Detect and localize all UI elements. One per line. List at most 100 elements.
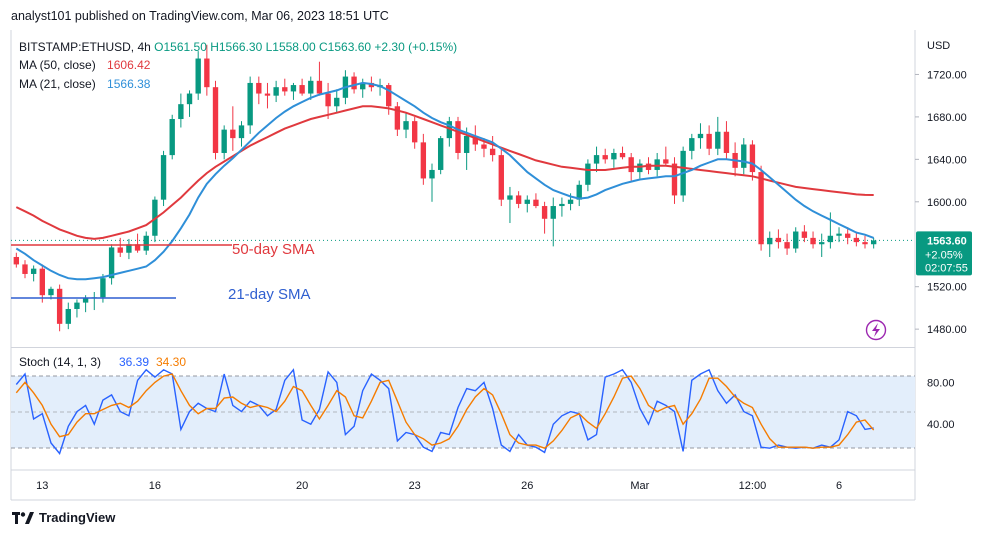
candle-body	[386, 85, 392, 107]
candle	[221, 125, 227, 160]
candle	[56, 284, 63, 332]
candle	[108, 244, 115, 285]
candle-body	[221, 129, 227, 153]
candle	[758, 165, 764, 251]
candle	[836, 227, 842, 243]
candle-body	[126, 244, 132, 253]
candle-body	[801, 231, 808, 238]
candle	[507, 186, 513, 224]
candle	[827, 212, 834, 249]
candle-body	[334, 97, 340, 107]
candle	[117, 237, 123, 257]
candle-body	[472, 136, 478, 145]
candle	[602, 148, 608, 164]
stoch-axis-ticks: 80.00 40.00	[927, 377, 955, 431]
candle-body	[178, 104, 184, 120]
candle	[290, 82, 297, 100]
candle	[134, 233, 141, 253]
price-axis-ticks: 1720.00 1680.00 1640.00 1600.00 1520.00 1480.…	[915, 69, 967, 336]
candle	[524, 195, 530, 213]
candle	[637, 159, 643, 179]
candle	[178, 93, 184, 128]
candle-body	[741, 144, 747, 168]
candle-body	[56, 288, 63, 324]
candle-body	[143, 235, 149, 251]
candle-body	[723, 131, 730, 153]
candle-body	[593, 155, 600, 164]
tradingview-logo[interactable]: TradingView	[12, 510, 115, 525]
candle	[611, 148, 617, 168]
candle-body	[767, 237, 773, 245]
candle	[22, 260, 28, 279]
candle	[697, 123, 704, 149]
candle-body	[264, 93, 271, 96]
candle	[282, 78, 288, 96]
candle-body	[515, 195, 522, 204]
candle	[801, 225, 808, 243]
time-tick-label: 16	[149, 480, 161, 492]
candle-body	[186, 93, 193, 105]
candle-body	[230, 129, 236, 139]
candle	[13, 252, 20, 268]
candle-body	[637, 163, 643, 173]
candle	[65, 302, 71, 330]
candle-body	[524, 199, 530, 204]
time-tick-label: 13	[36, 480, 48, 492]
candle	[784, 233, 790, 255]
candle-body	[48, 288, 54, 296]
candle-body	[463, 136, 470, 153]
candle-body	[368, 82, 375, 88]
candle-body	[100, 278, 106, 298]
candle	[160, 150, 167, 207]
ma21-line	[15, 81, 875, 281]
candle	[810, 231, 816, 249]
last-price-tag-bg	[916, 231, 972, 276]
stoch-d-line	[15, 373, 875, 449]
candle-body	[117, 247, 123, 253]
change-value: +2.30 (+0.15%)	[374, 40, 458, 54]
candle-body	[13, 256, 20, 265]
candle-body	[238, 125, 245, 139]
candle	[559, 197, 565, 217]
candle	[767, 231, 773, 257]
candle	[30, 265, 37, 282]
candle-body	[82, 298, 89, 303]
candle-body	[576, 184, 582, 200]
ma21-legend: MA (21, close) 1566.38	[19, 77, 150, 91]
candle	[749, 140, 756, 181]
candle-body	[619, 152, 626, 158]
time-tick-label: 26	[521, 480, 533, 492]
candle	[74, 299, 80, 318]
candle-body	[412, 121, 418, 143]
candle-body	[282, 87, 288, 92]
time-tick-label: 12:00	[739, 480, 767, 492]
candle-body	[793, 231, 799, 249]
price-tick-label: 1600.00	[927, 197, 967, 209]
candle	[845, 227, 851, 245]
time-tick-label: 23	[409, 480, 421, 492]
candle	[39, 264, 45, 303]
price-tick-label: 1640.00	[927, 154, 967, 166]
candle-body	[247, 82, 253, 126]
candle-body	[671, 163, 678, 196]
candle-body	[489, 148, 496, 156]
candle	[715, 116, 721, 156]
candle	[585, 159, 591, 192]
candle-body	[360, 82, 366, 90]
candle-body	[22, 264, 28, 274]
candle	[870, 237, 877, 249]
candle-body	[550, 206, 556, 219]
flash-icon[interactable]	[865, 319, 887, 341]
candle	[186, 90, 193, 117]
sma21-annotation-text: 21-day SMA	[228, 286, 311, 303]
candle-body	[611, 152, 617, 160]
candle-body	[195, 58, 201, 94]
candle	[334, 89, 340, 113]
candle-body	[212, 87, 219, 153]
candle	[819, 233, 825, 257]
candle	[273, 80, 279, 103]
last-price-change: +2.05%	[925, 249, 963, 261]
candle-body	[481, 144, 487, 149]
